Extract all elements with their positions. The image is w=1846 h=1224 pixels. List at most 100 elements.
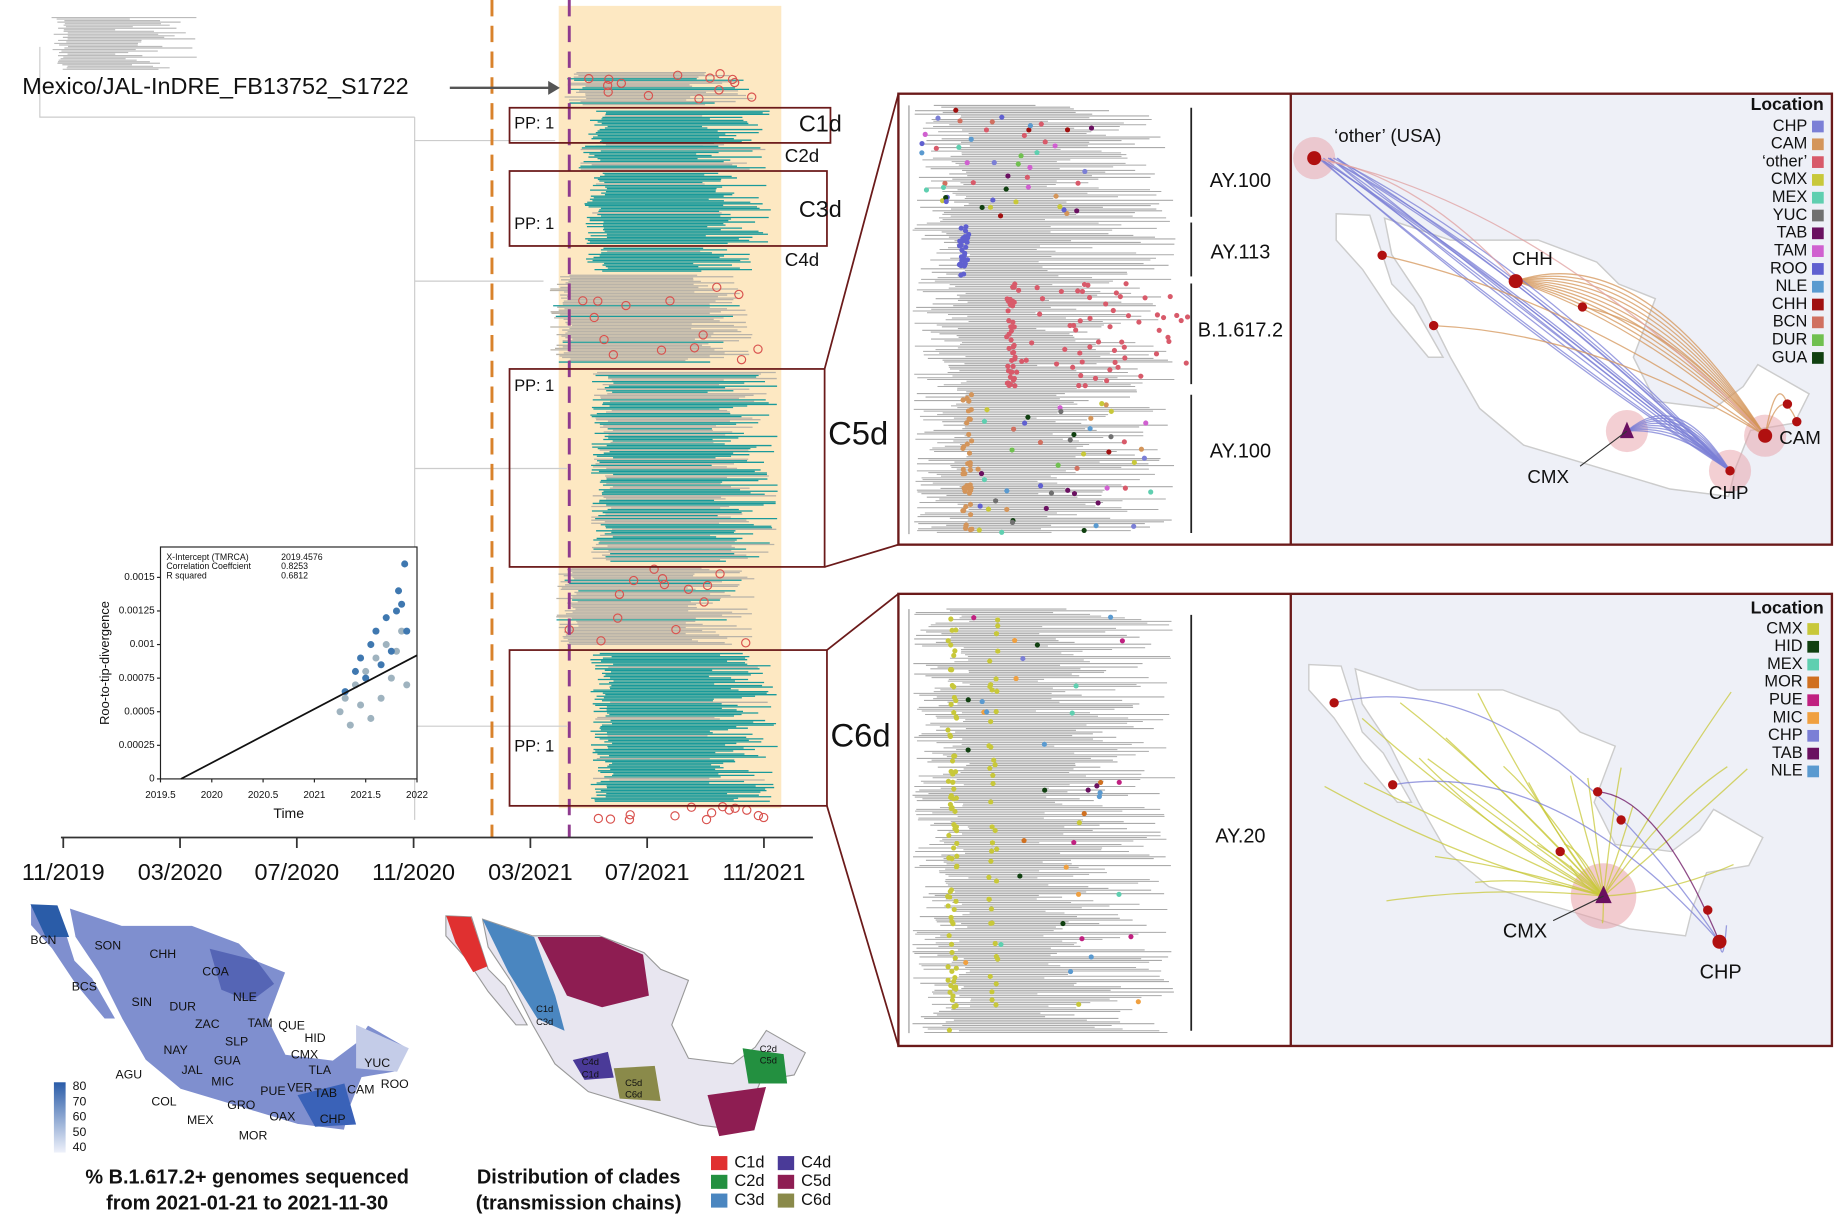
x-tick-label: 2019.5 xyxy=(145,790,176,801)
state-label: ROO xyxy=(381,1077,409,1091)
tip-dot xyxy=(1085,787,1091,793)
tip-dot xyxy=(948,941,955,947)
tip-dot xyxy=(948,701,954,707)
point xyxy=(367,714,375,722)
tip-dot xyxy=(952,753,958,759)
clade-label: C4d xyxy=(785,249,819,270)
tip-dot xyxy=(1076,820,1082,826)
tip-dot xyxy=(1081,451,1087,457)
state-shape xyxy=(30,904,70,938)
tip-dot xyxy=(963,959,969,966)
tip-dot xyxy=(981,418,988,424)
tip-dot xyxy=(992,940,998,947)
tip-dot xyxy=(1010,319,1016,325)
tip-dot xyxy=(1108,614,1114,620)
location-dot xyxy=(1555,846,1565,857)
state-label: QUE xyxy=(278,1018,305,1032)
tip-dot xyxy=(1107,367,1113,373)
tip-dot xyxy=(964,160,970,166)
inset-frame xyxy=(159,546,418,780)
x-axis-label: Time xyxy=(273,805,304,821)
location-dot xyxy=(1792,416,1802,427)
transmission-arc xyxy=(1515,280,1766,437)
tip-dot xyxy=(963,244,969,250)
tip-dot xyxy=(976,527,982,533)
tip-dot xyxy=(1042,139,1048,145)
tip-dot xyxy=(1081,811,1087,817)
time-label: 11/2020 xyxy=(372,859,455,885)
x-tick-label: 2020.5 xyxy=(248,790,279,801)
tip-dot xyxy=(958,225,964,231)
clade-annotation: C4d xyxy=(582,1057,599,1067)
tip-marker xyxy=(747,92,757,102)
tip-dot xyxy=(1034,285,1040,291)
tip-dot xyxy=(988,799,994,805)
tip-dot xyxy=(946,832,952,838)
tip-dot xyxy=(1006,318,1012,324)
tip-dot xyxy=(945,778,952,784)
tip-dot xyxy=(1053,361,1060,367)
state-label: SIN xyxy=(132,995,152,1009)
transmission-arc xyxy=(1626,427,1731,472)
clade-region xyxy=(572,1051,614,1080)
transmission-arc xyxy=(1515,277,1766,437)
location-dot xyxy=(1712,934,1727,949)
state-label: NLE xyxy=(233,990,257,1004)
tip-dot xyxy=(945,727,951,733)
stat-value: 0.8253 xyxy=(281,561,308,571)
tip-dot xyxy=(1081,527,1087,533)
tip-marker xyxy=(613,613,623,623)
scale-label: 70 xyxy=(73,1094,87,1108)
state-label: MEX xyxy=(187,1113,214,1127)
tip-dot xyxy=(1077,350,1083,356)
transmission-arc xyxy=(1626,420,1731,472)
legend-label: TAB xyxy=(1772,744,1803,762)
tip-dot xyxy=(1009,303,1016,309)
legend-label: CHP xyxy=(1768,726,1803,744)
tip-dot xyxy=(949,682,955,689)
point xyxy=(336,708,344,716)
tip-dot xyxy=(922,131,928,137)
tip-dot xyxy=(1010,363,1016,369)
location-dot xyxy=(1508,274,1523,289)
legend-swatch xyxy=(1807,765,1820,778)
tip-dot xyxy=(1069,710,1075,716)
clade-boxes xyxy=(508,93,900,1047)
tip-dot xyxy=(967,416,973,422)
tip-dot xyxy=(1018,153,1024,159)
tip-dot xyxy=(1052,143,1058,149)
tip-dot xyxy=(989,848,995,854)
tip-dot xyxy=(950,758,956,764)
backbone xyxy=(39,46,567,820)
legend-swatch xyxy=(1812,156,1824,168)
legend-label: CMX xyxy=(1766,619,1802,637)
map-label: CMX xyxy=(1527,466,1569,487)
tip-dot xyxy=(956,144,962,150)
point xyxy=(341,694,349,702)
tip-dot xyxy=(1088,125,1095,131)
tip-dot xyxy=(953,986,959,992)
transmission-arc xyxy=(1314,157,1766,437)
legend-swatch xyxy=(1812,138,1824,151)
tip-dot xyxy=(1123,281,1129,287)
tip-dot xyxy=(948,793,954,799)
tip-marker xyxy=(624,814,635,825)
clade-label: C3d xyxy=(799,196,842,222)
tip-dot xyxy=(969,438,975,444)
tip-marker xyxy=(671,624,681,635)
legend-label: MOR xyxy=(1764,673,1802,691)
legend-label: MEX xyxy=(1767,655,1803,673)
map-label: ‘other’ (USA) xyxy=(1334,125,1441,146)
tip-marker xyxy=(608,350,619,360)
tip-marker xyxy=(596,636,606,646)
tip-dot xyxy=(1174,312,1180,319)
tip-dot xyxy=(945,964,951,970)
state-label: JAL xyxy=(182,1063,203,1077)
state-label: COL xyxy=(151,1094,176,1108)
tip-dot xyxy=(962,261,968,267)
tip-dot xyxy=(1025,414,1031,420)
tip-dot xyxy=(1003,186,1009,192)
legend-swatch xyxy=(1812,191,1824,204)
tip-dot xyxy=(1037,439,1044,445)
arrow-head xyxy=(548,80,560,95)
